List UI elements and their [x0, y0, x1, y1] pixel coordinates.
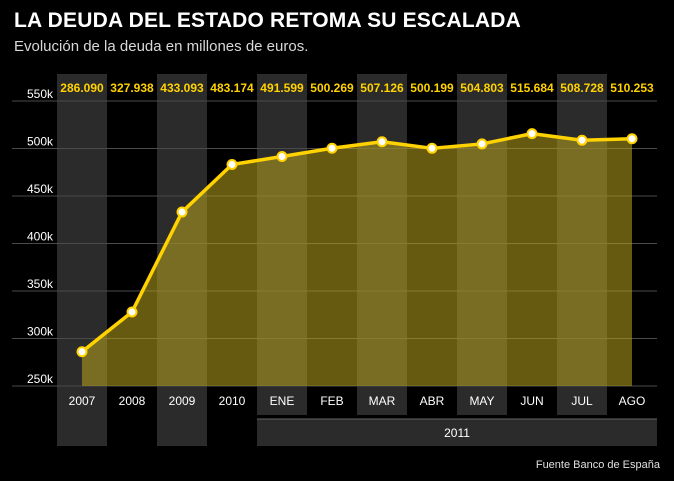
y-tick-label: 250k [27, 372, 54, 386]
y-tick-label: 350k [27, 277, 54, 291]
value-label: 515.684 [510, 81, 554, 95]
x-tick-label: FEB [320, 394, 343, 408]
value-label: 510.253 [610, 81, 654, 95]
value-label: 433.093 [160, 81, 204, 95]
value-label: 327.938 [110, 81, 154, 95]
data-point [76, 346, 88, 358]
x-tick-label: AGO [619, 394, 646, 408]
data-point [576, 134, 588, 146]
value-label: 500.269 [310, 81, 354, 95]
debt-area [82, 133, 632, 386]
value-label: 491.599 [260, 81, 304, 95]
data-point [276, 150, 288, 162]
value-label: 508.728 [560, 81, 604, 95]
y-tick-label: 550k [27, 87, 54, 101]
data-point [326, 142, 338, 154]
value-label: 504.803 [460, 81, 504, 95]
data-point [176, 206, 188, 218]
value-label: 286.090 [60, 81, 104, 95]
debt-line [80, 131, 633, 354]
year-group-band [257, 419, 657, 446]
x-tick-label: JUL [571, 394, 593, 408]
chart-title: LA DEUDA DEL ESTADO RETOMA SU ESCALADA [14, 9, 521, 32]
column-band [57, 74, 107, 446]
x-tick-label: 2008 [119, 394, 146, 408]
x-tick-label: 2007 [69, 394, 96, 408]
y-tick-label: 300k [27, 325, 54, 339]
data-point [226, 158, 238, 170]
x-tick-label: ENE [270, 394, 295, 408]
source-note: Fuente Banco de España [535, 459, 660, 471]
value-label: 507.126 [360, 81, 404, 95]
data-point [426, 142, 438, 154]
data-point [476, 138, 488, 150]
x-tick-label: 2010 [219, 394, 246, 408]
data-point [526, 128, 538, 140]
year-group-label: 2011 [444, 426, 470, 440]
data-point [376, 136, 388, 148]
x-tick-label: JUN [520, 394, 543, 408]
data-point [126, 306, 138, 318]
x-tick-label: MAY [469, 394, 494, 408]
y-tick-label: 450k [27, 182, 54, 196]
x-tick-label: 2009 [169, 394, 196, 408]
y-tick-label: 500k [27, 135, 54, 149]
x-tick-label: ABR [420, 394, 445, 408]
data-point [626, 133, 638, 145]
value-label: 483.174 [210, 81, 254, 95]
value-label: 500.199 [410, 81, 454, 95]
y-tick-label: 400k [27, 230, 54, 244]
chart-subtitle: Evolución de la deuda en millones de eur… [14, 38, 309, 55]
x-tick-label: MAR [369, 394, 396, 408]
